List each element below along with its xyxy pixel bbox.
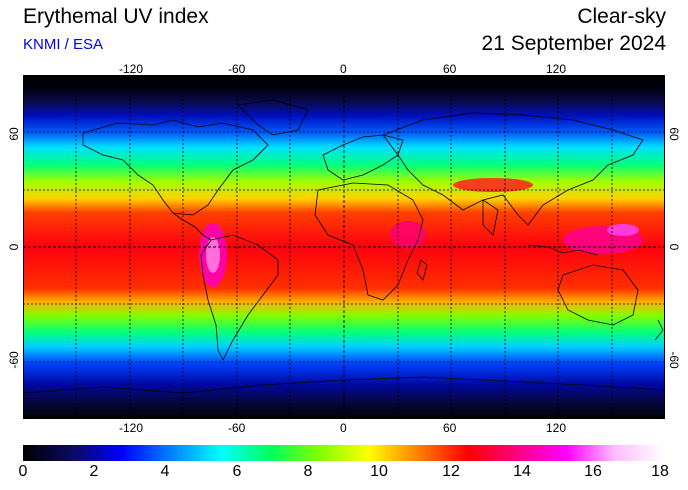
colorbar-label: 14 — [513, 463, 531, 480]
lat-tick-right: 0 — [667, 243, 681, 251]
lon-tick-bottom: -60 — [228, 421, 246, 435]
lat-tick-right: -60 — [667, 351, 681, 369]
colorbar-label: 16 — [584, 463, 602, 480]
lon-tick-bottom: 60 — [443, 421, 457, 435]
map-title: Erythemal UV index — [23, 5, 209, 28]
lon-tick-top: -120 — [119, 62, 144, 76]
lat-tick-left: 0 — [7, 243, 21, 251]
colorbar-label: 0 — [18, 463, 28, 480]
lon-tick-top: 120 — [546, 62, 567, 76]
lon-tick-top: -60 — [228, 62, 246, 76]
lat-tick-left: 60 — [7, 127, 21, 141]
colorbar-label: 10 — [370, 463, 388, 480]
lon-tick-top: 60 — [443, 62, 457, 76]
colorbar-label: 12 — [442, 463, 460, 480]
uv-index-map — [23, 75, 665, 419]
sky-condition-label: Clear-sky — [577, 5, 666, 28]
colorbar-label: 6 — [232, 463, 242, 480]
main-grid-lines — [23, 75, 665, 419]
map-date-label: 21 September 2024 — [481, 32, 666, 55]
map-frame — [23, 75, 665, 419]
lon-tick-bottom: -120 — [119, 421, 144, 435]
colorbar-label: 4 — [160, 463, 170, 480]
map-source-label: KNMI / ESA — [23, 36, 104, 53]
lat-tick-right: 60 — [667, 127, 681, 141]
colorbar-label: 18 — [651, 463, 669, 480]
lat-tick-left: -60 — [7, 351, 21, 369]
lon-tick-bottom: 120 — [546, 421, 567, 435]
colorbar-label: 2 — [89, 463, 99, 480]
uv-colorbar — [23, 445, 665, 461]
lon-tick-top: 0 — [340, 62, 347, 76]
lon-tick-bottom: 0 — [340, 421, 347, 435]
colorbar-label: 8 — [303, 463, 313, 480]
